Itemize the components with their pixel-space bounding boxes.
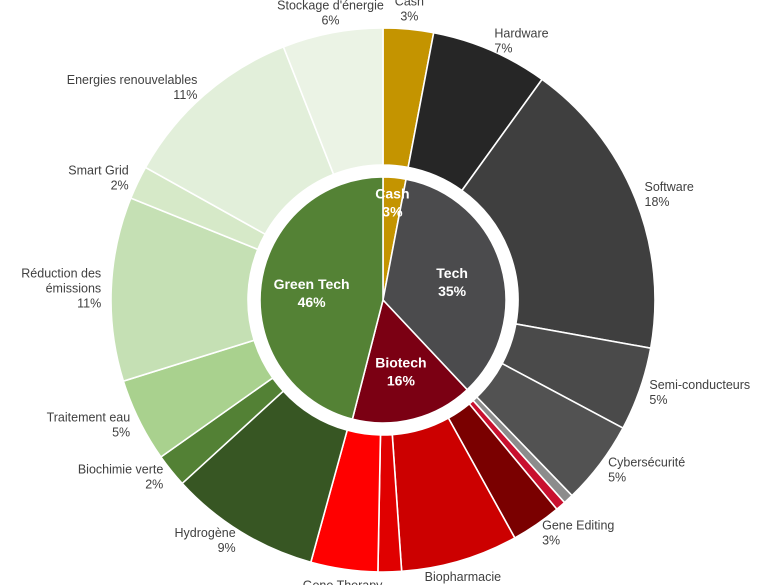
outer-label-semi-conducteurs-name: Semi-conducteurs	[649, 378, 750, 392]
outer-label-gene-therapy-name: Gene Therapy	[303, 579, 383, 585]
outer-label-reduction-des-emissions-name: émissions	[46, 282, 102, 296]
ring-separator	[248, 165, 518, 435]
outer-label-hydrogene-value: 9%	[218, 541, 236, 555]
inner-label-green-tech-value: 46%	[298, 294, 327, 310]
inner-slice-green-tech	[259, 176, 384, 421]
outer-label-traitement-eau-name: Traitement eau	[47, 411, 131, 425]
inner-ring	[259, 176, 507, 424]
outer-label-gene-editing-name: Gene Editing	[542, 518, 614, 532]
inner-slice-tech	[382, 178, 507, 391]
outer-label-gene-editing-value: 3%	[542, 533, 560, 547]
inner-label-tech-value: 35%	[438, 283, 467, 299]
inner-labels: Cash 3% Tech 35% Biotech 16% Green Tech 46%	[274, 185, 468, 388]
outer-label-biochimie-verte-value: 2%	[145, 477, 163, 491]
inner-label-biotech-value: 16%	[387, 373, 416, 389]
outer-label-energies-renouvelables-name: Energies renouvelables	[67, 73, 198, 87]
outer-label-traitement-eau-value: 5%	[112, 426, 130, 440]
outer-label-reduction-des-emissions-name: Réduction des	[21, 267, 101, 281]
outer-label-cybersecurite-value: 5%	[608, 470, 626, 484]
outer-label-semi-conducteurs-value: 5%	[649, 393, 667, 407]
outer-label-hardware-name: Hardware	[494, 26, 548, 40]
outer-label-biopharmacie-name: Biopharmacie	[425, 570, 501, 584]
inner-label-cash-value: 3%	[382, 203, 403, 219]
outer-label-software-name: Software	[645, 180, 694, 194]
outer-label-cash-name: Cash	[395, 0, 424, 9]
outer-label-stockage-d-energie-value: 6%	[321, 13, 339, 27]
inner-label-cash-name: Cash	[375, 185, 409, 201]
inner-label-biotech-name: Biotech	[375, 355, 426, 371]
outer-label-reduction-des-emissions-value: 11%	[77, 297, 101, 311]
inner-label-tech-name: Tech	[436, 265, 468, 281]
outer-label-smart-grid-name: Smart Grid	[68, 164, 128, 178]
outer-label-cybersecurite-name: Cybersécurité	[608, 455, 685, 469]
outer-label-cash-value: 3%	[400, 10, 418, 24]
outer-ring	[110, 27, 656, 573]
outer-labels: Cash3%Hardware7%Software18%Semi-conducte…	[21, 0, 750, 585]
outer-label-energies-renouvelables-value: 11%	[173, 88, 197, 102]
outer-label-stockage-d-energie-name: Stockage d'énergie	[277, 0, 384, 12]
outer-label-biochimie-verte-name: Biochimie verte	[78, 462, 163, 476]
outer-label-smart-grid-value: 2%	[111, 179, 129, 193]
inner-label-green-tech-name: Green Tech	[274, 276, 350, 292]
outer-label-hydrogene-name: Hydrogène	[175, 526, 236, 540]
inner-slice-biotech	[351, 298, 469, 424]
outer-label-software-value: 18%	[645, 195, 670, 209]
outer-label-hardware-value: 7%	[494, 41, 512, 55]
